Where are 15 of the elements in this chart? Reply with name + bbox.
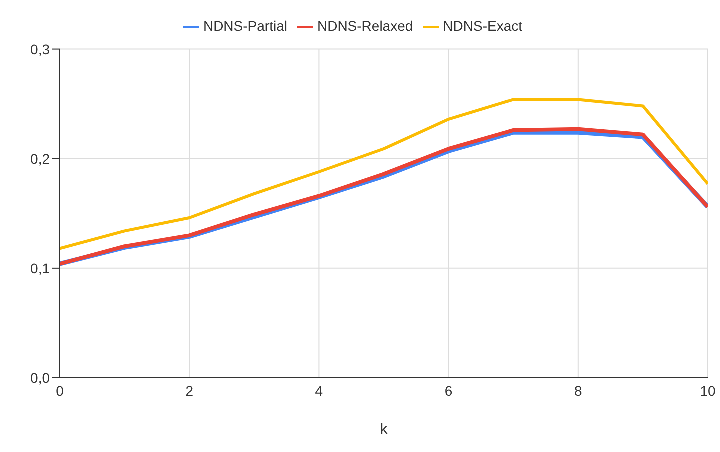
x-tick-label: 0	[56, 382, 64, 399]
x-tick-label: 6	[444, 382, 453, 399]
y-tick-label: 0,3	[30, 41, 50, 58]
y-tick-label: 0,0	[30, 370, 50, 386]
x-axis-title: k	[380, 421, 388, 438]
y-tick-label: 0,1	[30, 260, 50, 276]
x-tick-label: 10	[700, 382, 716, 399]
y-tick-label: 0,2	[30, 150, 50, 167]
x-tick-label: 2	[186, 382, 194, 399]
legend-label: NDNS-Exact	[443, 18, 523, 34]
x-tick-label: 4	[315, 382, 324, 399]
x-tick-label: 8	[574, 382, 582, 399]
legend-label: NDNS-Partial	[203, 18, 288, 34]
line-series	[60, 98, 708, 250]
legend-label: NDNS-Relaxed	[317, 18, 414, 34]
